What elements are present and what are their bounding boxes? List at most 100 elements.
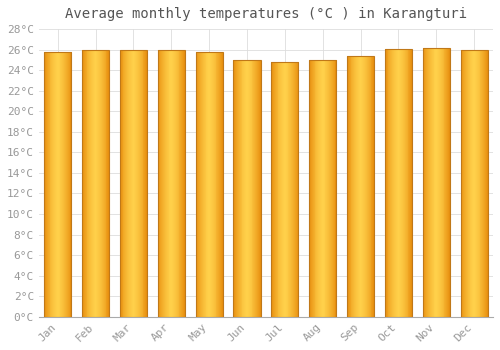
Bar xyxy=(366,56,367,317)
Bar xyxy=(295,62,296,317)
Bar xyxy=(84,50,85,317)
Bar xyxy=(362,56,364,317)
Bar xyxy=(405,49,406,317)
Bar xyxy=(63,52,64,317)
Bar xyxy=(432,48,433,317)
Bar xyxy=(465,50,466,317)
Bar xyxy=(104,50,105,317)
Bar xyxy=(484,50,485,317)
Bar xyxy=(398,49,400,317)
Bar xyxy=(212,52,213,317)
Bar xyxy=(209,52,210,317)
Bar xyxy=(67,52,68,317)
Bar xyxy=(401,49,402,317)
Bar xyxy=(410,49,412,317)
Bar xyxy=(91,50,92,317)
Bar xyxy=(132,50,134,317)
Bar xyxy=(278,62,280,317)
Bar xyxy=(328,60,330,317)
Bar xyxy=(483,50,484,317)
Bar xyxy=(286,62,287,317)
Bar xyxy=(234,60,236,317)
Bar xyxy=(347,56,374,317)
Bar xyxy=(436,48,438,317)
Bar xyxy=(438,48,439,317)
Bar xyxy=(316,60,318,317)
Bar xyxy=(347,56,348,317)
Bar xyxy=(196,52,223,317)
Bar xyxy=(442,48,443,317)
Bar xyxy=(140,50,141,317)
Bar xyxy=(103,50,104,317)
Bar xyxy=(372,56,374,317)
Bar xyxy=(146,50,148,317)
Bar xyxy=(260,60,261,317)
Bar xyxy=(429,48,430,317)
Bar xyxy=(70,52,72,317)
Bar xyxy=(175,50,176,317)
Bar xyxy=(319,60,320,317)
Bar xyxy=(285,62,286,317)
Bar xyxy=(140,50,142,317)
Bar xyxy=(310,60,311,317)
Bar xyxy=(286,62,288,317)
Bar xyxy=(176,50,177,317)
Bar xyxy=(66,52,67,317)
Bar xyxy=(439,48,440,317)
Bar xyxy=(477,50,478,317)
Bar xyxy=(329,60,330,317)
Bar xyxy=(406,49,408,317)
Bar xyxy=(237,60,238,317)
Bar xyxy=(470,50,472,317)
Bar xyxy=(45,52,46,317)
Bar xyxy=(394,49,395,317)
Bar xyxy=(168,50,170,317)
Bar xyxy=(478,50,480,317)
Bar xyxy=(475,50,476,317)
Bar xyxy=(208,52,210,317)
Bar xyxy=(202,52,203,317)
Bar xyxy=(281,62,282,317)
Bar xyxy=(144,50,146,317)
Bar xyxy=(47,52,48,317)
Bar xyxy=(250,60,252,317)
Bar xyxy=(402,49,403,317)
Bar xyxy=(332,60,333,317)
Bar xyxy=(396,49,397,317)
Bar xyxy=(446,48,448,317)
Bar xyxy=(271,62,298,317)
Bar xyxy=(391,49,392,317)
Bar xyxy=(318,60,320,317)
Bar xyxy=(249,60,250,317)
Bar xyxy=(283,62,284,317)
Bar xyxy=(474,50,475,317)
Bar xyxy=(48,52,50,317)
Bar xyxy=(432,48,434,317)
Bar xyxy=(218,52,220,317)
Bar xyxy=(167,50,168,317)
Bar xyxy=(296,62,297,317)
Bar xyxy=(44,52,72,317)
Bar xyxy=(275,62,276,317)
Bar xyxy=(326,60,328,317)
Bar xyxy=(211,52,212,317)
Bar xyxy=(86,50,88,317)
Bar xyxy=(324,60,326,317)
Bar xyxy=(422,48,450,317)
Bar xyxy=(247,60,248,317)
Bar xyxy=(164,50,165,317)
Bar xyxy=(274,62,275,317)
Bar xyxy=(83,50,84,317)
Bar xyxy=(137,50,138,317)
Bar xyxy=(48,52,49,317)
Bar xyxy=(199,52,200,317)
Bar xyxy=(464,50,465,317)
Bar xyxy=(360,56,362,317)
Bar xyxy=(256,60,257,317)
Bar xyxy=(122,50,124,317)
Bar xyxy=(312,60,313,317)
Bar xyxy=(437,48,438,317)
Bar xyxy=(368,56,370,317)
Bar xyxy=(250,60,251,317)
Bar xyxy=(293,62,294,317)
